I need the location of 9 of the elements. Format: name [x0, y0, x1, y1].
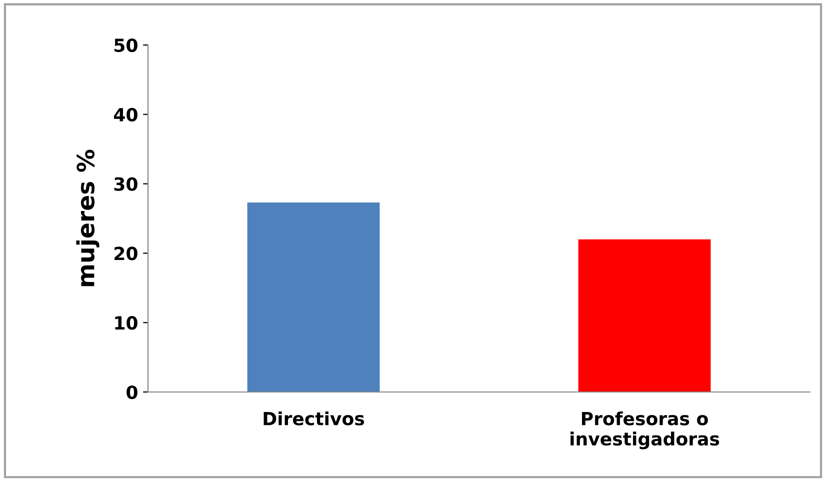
- x-tick-label: Profesoras o investigadoras: [570, 411, 720, 450]
- y-tick-label: 0: [126, 385, 138, 400]
- y-tick-label: 20: [114, 246, 138, 260]
- y-tick-label: 40: [114, 108, 138, 122]
- y-tick-label: 50: [114, 38, 138, 52]
- y-tick-label: 30: [114, 177, 138, 191]
- x-tick-label: Directivos: [264, 411, 364, 426]
- y-axis-title: mujeres %: [76, 150, 100, 286]
- y-tick-label: 10: [115, 316, 138, 330]
